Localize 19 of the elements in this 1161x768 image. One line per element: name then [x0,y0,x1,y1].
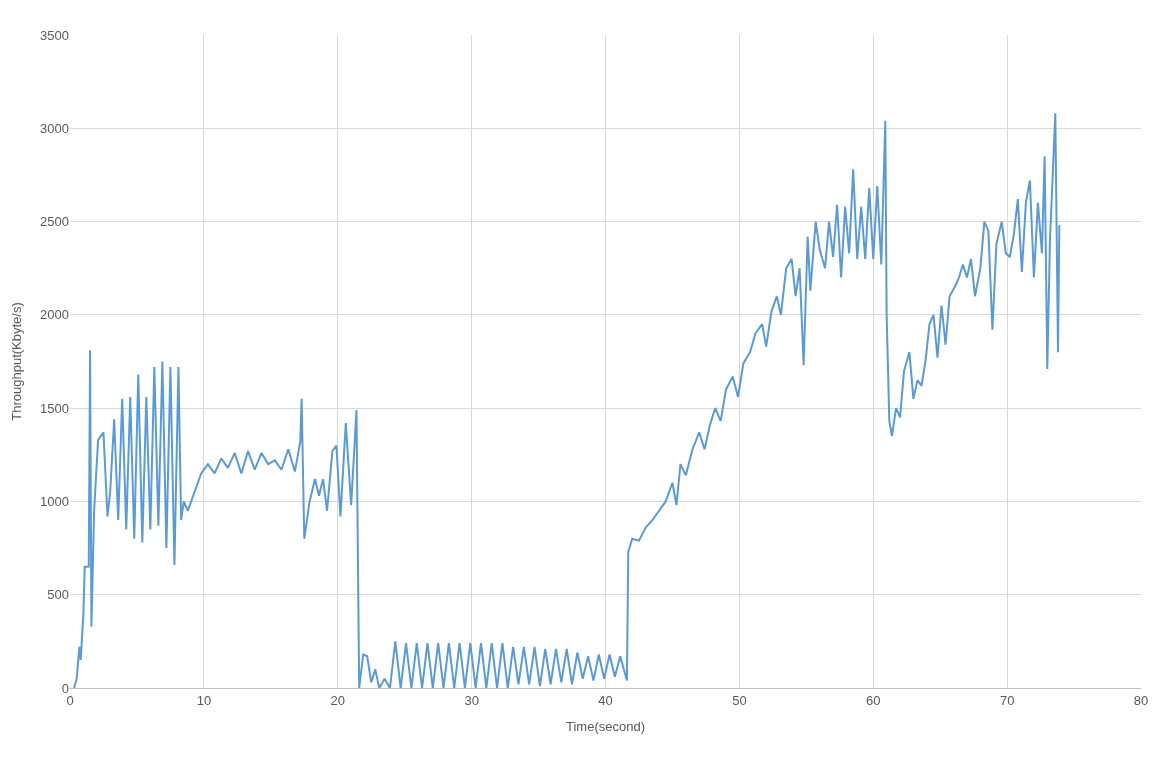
x-tick-label: 30 [464,692,479,708]
y-tick-label: 3500 [40,27,69,43]
x-tick-label: 80 [1133,692,1149,708]
x-tick-label: 50 [732,692,747,708]
y-tick-label: 500 [47,587,69,603]
x-tick-label: 40 [598,692,613,708]
y-tick-label: 2500 [40,214,69,230]
x-tick-label: 70 [999,692,1015,708]
y-tick-label: 0 [61,680,69,696]
x-tick-label: 10 [196,692,212,708]
y-tick-label: 2000 [40,307,69,323]
y-axis-title: Throughput(Kbyte/s) [9,302,25,421]
line-series [73,112,1061,688]
y-tick-label: 1500 [40,400,69,416]
x-axis-title: Time(second) [566,719,645,735]
y-tick-label: 3000 [40,120,69,136]
y-tick-label: 1000 [40,493,69,509]
x-tick-label: 60 [866,692,881,708]
x-tick-label: 20 [330,692,345,708]
